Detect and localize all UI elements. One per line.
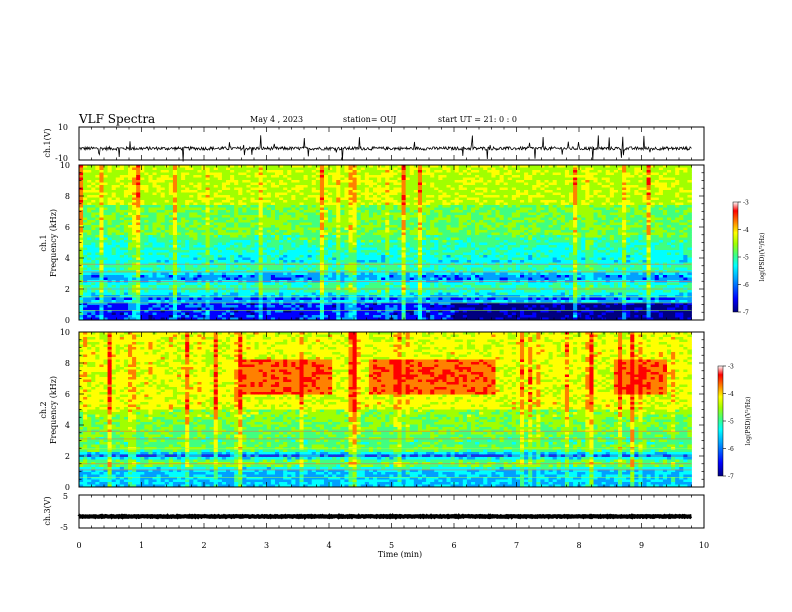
x-tick-label: 6 [451,541,456,550]
x-tick-label: 8 [576,541,581,550]
colorbar-tick-label: -5 [743,255,749,262]
x-tick-label: 10 [699,541,709,550]
ch1-spec-ylabel-1: ch.1 [39,234,48,251]
x-tick-label: 9 [639,541,644,550]
ch1-spectrogram-heatmap [79,165,692,321]
colorbar-tick-label: -4 [743,227,749,234]
ch3-waveform-panel: 5 -5 ch.3(V) [43,492,705,532]
x-tick-label: 5 [389,541,394,550]
figure-title: VLF Spectra [78,112,155,126]
colorbar-tick-label: -4 [728,391,734,398]
station-label: station= OUJ [343,115,396,124]
ch3-ytick-bottom: -5 [60,523,68,532]
colorbar-tick-label: -7 [728,474,734,481]
x-tick-label: 3 [264,541,269,550]
spec-ytick-label: 4 [65,421,70,430]
ch2-spec-ylabel-1: ch.2 [39,401,48,418]
ch1-waveform-line [78,135,692,162]
x-tick-label: 2 [201,541,206,550]
colorbar-tick-label: -5 [728,419,734,426]
spec-ytick-label: 2 [65,285,70,294]
ch2-colorbar [717,365,724,477]
spec-ytick-label: 6 [65,390,70,399]
colorbar-tick-label: -3 [743,200,749,207]
ch1-ytick-top: 10 [58,123,68,132]
ch3-ytick-top: 5 [63,492,68,501]
ch1-waveform-panel: 10 -10 ch.1(V) [43,123,705,163]
date-label: May 4 , 2023 [250,115,303,124]
spec-ytick-label: 8 [65,359,70,368]
ch3-ylabel: ch.3(V) [43,496,52,525]
spec-ytick-label: 2 [65,452,70,461]
ch3-waveform-line [77,512,693,520]
spec-ytick-label: 10 [60,328,70,337]
spec-ytick-label: 0 [65,483,70,492]
ch2-spec-ylabel-2: Frequency (kHz) [49,376,58,444]
spec-ytick-label: 8 [65,192,70,201]
ch1-spec-ylabel-2: Frequency (kHz) [49,209,58,277]
ch1-ylabel: ch.1(V) [43,128,52,157]
ch2-spectrogram-heatmap [79,332,692,488]
colorbar-tick-label: -6 [728,446,734,453]
x-tick-label: 0 [76,541,81,550]
spec-ytick-label: 6 [65,223,70,232]
x-axis-label: Time (min) [378,550,422,559]
ch2-colorbar-label: log(PSD)(V²/Hz) [745,397,752,446]
x-tick-label: 4 [326,541,331,550]
ch1-ytick-bottom: -10 [55,154,68,163]
x-tick-label: 1 [139,541,144,550]
x-tick-label: 7 [514,541,519,550]
x-axis-ticks [78,127,705,528]
ch1-colorbar [732,201,739,313]
spec-ytick-label: 4 [65,254,70,263]
ch1-colorbar-label: log(PSD)(V²/Hz) [759,233,766,282]
spec-ytick-label: 0 [65,316,70,325]
spec-ytick-label: 10 [60,161,70,170]
colorbar-tick-label: -3 [728,364,734,371]
start-ut-label: start UT = 21: 0 : 0 [438,115,517,124]
colorbar-tick-label: -7 [743,310,749,317]
x-axis-tick-labels: 0 1 2 3 4 5 6 7 8 9 10 [76,541,709,550]
colorbar-tick-label: -6 [743,282,749,289]
